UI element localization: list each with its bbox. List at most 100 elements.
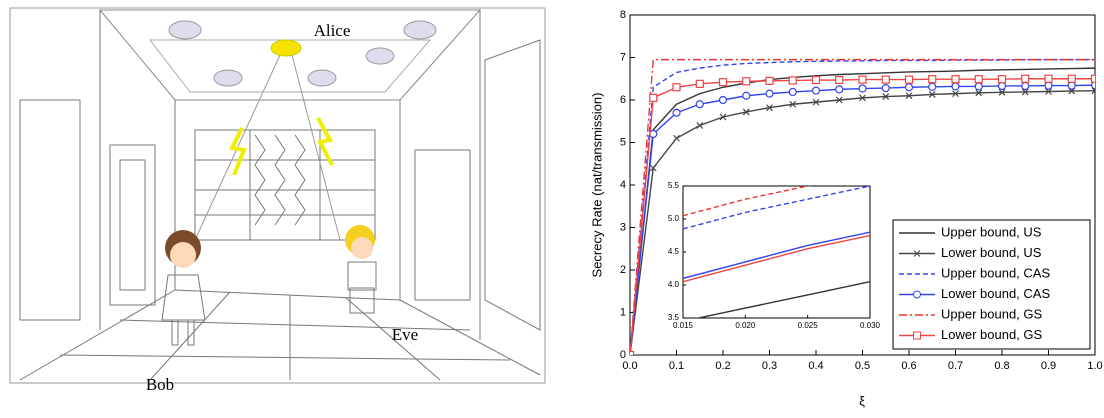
marker <box>975 89 983 97</box>
marker <box>882 93 890 101</box>
x-axis-label: ξ <box>859 393 865 408</box>
marker <box>998 88 1006 96</box>
series-line <box>683 231 870 280</box>
marker <box>672 108 681 117</box>
marker <box>672 83 681 92</box>
inset-chart: 0.015 0.020 0.025 0.030 3.5 4.0 4.5 5.0 5.5 <box>668 181 881 330</box>
marker <box>858 84 867 93</box>
marker <box>695 79 704 88</box>
legend-label: Upper bound, GS <box>941 306 1043 321</box>
marker <box>928 82 937 91</box>
marker <box>742 77 751 86</box>
y-tick-label: 3.5 <box>668 313 680 322</box>
y-tick-label: 4.0 <box>668 280 680 289</box>
series-line <box>695 281 870 318</box>
series-line <box>683 186 870 230</box>
marker <box>905 92 913 100</box>
legend-label: Upper bound, CAS <box>941 265 1050 280</box>
legend-label: Lower bound, US <box>941 245 1042 260</box>
marker <box>788 87 797 97</box>
marker <box>835 85 844 94</box>
marker <box>673 134 680 142</box>
marker <box>881 83 890 93</box>
y-tick-label: 5.0 <box>668 214 680 223</box>
x-tick-label: 0.5 <box>855 360 870 372</box>
marker <box>765 89 774 98</box>
series-line <box>630 58 1095 355</box>
x-tick-label: 0.9 <box>1041 360 1056 372</box>
marker <box>788 76 797 85</box>
y-tick-label: 0 <box>620 349 626 361</box>
series-line <box>630 67 1095 355</box>
y-tick-label: 5.5 <box>668 181 680 190</box>
y-tick-label: 4.5 <box>668 247 680 256</box>
marker <box>1021 88 1029 96</box>
marker <box>835 75 844 85</box>
marker <box>835 96 843 104</box>
series-line <box>683 186 812 217</box>
legend-label: Lower bound, GS <box>941 327 1043 342</box>
marker <box>630 350 635 355</box>
x-tick-label: 0.8 <box>994 360 1009 372</box>
y-tick-label: 4 <box>620 179 626 191</box>
legend-marker <box>913 290 921 299</box>
marker <box>952 90 959 98</box>
marker <box>1067 81 1076 90</box>
series-line <box>683 234 870 283</box>
marker <box>1067 74 1076 83</box>
marker <box>766 104 773 112</box>
marker <box>695 100 704 109</box>
y-tick-label: 3 <box>620 221 626 233</box>
marker <box>811 86 821 95</box>
x-tick-label: 0.6 <box>901 360 916 372</box>
marker <box>649 164 657 172</box>
marker <box>951 75 960 84</box>
marker <box>811 75 821 85</box>
marker <box>649 93 658 102</box>
marker <box>951 82 960 91</box>
marker <box>1044 74 1053 83</box>
x-tick-label: 0.015 <box>673 321 694 330</box>
legend-label: Lower bound, CAS <box>941 286 1050 301</box>
legend: Upper bound, US Lower bound, US Upper boun… <box>892 219 1091 350</box>
y-tick-label: 1 <box>620 306 626 318</box>
marker <box>1021 74 1030 83</box>
x-tick-label: 0.020 <box>735 321 756 330</box>
marker <box>1090 74 1095 83</box>
marker <box>742 108 750 116</box>
marker <box>742 91 751 100</box>
legend-marker <box>913 250 921 257</box>
series-line <box>630 58 1095 355</box>
series-layer <box>683 186 870 318</box>
x-tick-label: 0.0 <box>622 360 637 372</box>
marker <box>718 95 728 105</box>
marker <box>997 81 1007 91</box>
x-tick-label: 1.0 <box>1087 360 1102 372</box>
marker <box>765 76 774 85</box>
x-tick-label: 0.030 <box>860 321 881 330</box>
y-axis-label: Secrecy Rate (nat/transmission) <box>589 93 604 278</box>
marker <box>859 94 866 102</box>
marker <box>1044 81 1053 90</box>
marker <box>719 113 727 121</box>
node-label: Alice <box>314 21 351 40</box>
marker <box>904 75 914 84</box>
marker <box>1021 81 1030 91</box>
y-tick-label: 6 <box>620 94 626 106</box>
marker <box>858 75 867 84</box>
marker <box>974 75 983 84</box>
marker <box>696 122 704 129</box>
x-tick-label: 0.1 <box>669 360 684 372</box>
y-tick-label: 2 <box>620 264 626 276</box>
marker <box>812 98 820 106</box>
marker <box>974 82 983 91</box>
marker <box>928 75 937 84</box>
x-tick-label: 0.4 <box>808 360 823 372</box>
marker <box>1090 81 1095 90</box>
series-layer <box>630 58 1095 355</box>
marker <box>1045 88 1052 95</box>
marker <box>789 100 797 108</box>
marker <box>881 75 890 84</box>
x-tick-label: 0.7 <box>948 360 963 372</box>
